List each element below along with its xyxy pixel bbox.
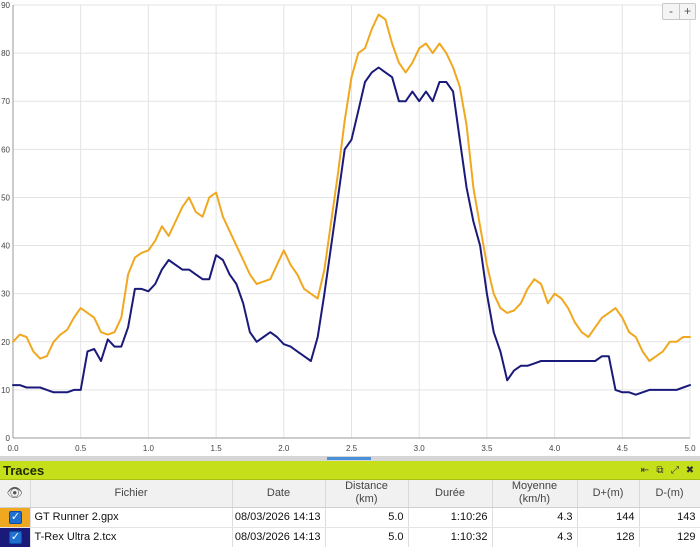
y-tick-label: 80 (1, 49, 10, 58)
x-tick-label: 5.0 (684, 444, 696, 453)
x-tick-label: 4.5 (617, 444, 629, 453)
x-tick-label: 0.5 (75, 444, 87, 453)
zoom-controls: - + (662, 3, 696, 20)
series-line-1 (12, 13, 691, 362)
trace-elevation-gain: 144 (577, 507, 640, 528)
panel-title: Traces (3, 462, 45, 478)
traces-panel: Traces ⇤ ⧉ ⤢ ✖ 👁 Fichier Date Distance (k… (0, 461, 700, 547)
trace-distance: 5.0 (325, 507, 409, 528)
trace-elevation-loss: 143 (639, 507, 700, 528)
x-tick-label: 1.5 (211, 444, 223, 453)
x-tick-label: 3.0 (414, 444, 426, 453)
trace-elevation-gain: 128 (577, 527, 640, 547)
x-tick-label: 0.0 (7, 444, 19, 453)
column-header-dminus[interactable]: D-(m) (639, 480, 700, 508)
trace-visibility-checkbox[interactable]: ✓ (9, 530, 22, 544)
chart-area[interactable]: 0 10 20 30 40 50 60 70 80 90 0.0 0.5 1.0 1.5 2.0 2.5 3.0… (0, 0, 700, 456)
trace-duration: 1:10:26 (408, 507, 493, 528)
zoom-in-button[interactable]: + (679, 4, 695, 19)
trace-average-speed: 4.3 (492, 527, 578, 547)
traces-table: 👁 Fichier Date Distance (km) Durée Moyenn… (0, 480, 700, 547)
panel-splitter[interactable] (0, 456, 700, 461)
x-tick-label: 2.0 (278, 444, 290, 453)
y-tick-label: 0 (6, 434, 11, 443)
trace-elevation-loss: 129 (639, 527, 700, 547)
table-row[interactable]: ✓ GT Runner 2.gpx 08/03/2026 14:13 5.0 1… (0, 507, 700, 528)
trace-date: 08/03/2026 14:13 (232, 507, 326, 528)
zoom-out-button[interactable]: - (669, 4, 673, 18)
y-tick-label: 50 (1, 193, 10, 202)
trace-duration: 1:10:32 (408, 527, 493, 547)
column-header-date[interactable]: Date (232, 480, 326, 508)
x-tick-label: 1.0 (143, 444, 155, 453)
moyenne-header-unit: (km/h) (518, 493, 551, 506)
y-tick-label: 20 (1, 338, 10, 347)
eye-icon: 👁 (6, 484, 23, 500)
trace-visibility-cell[interactable]: ✓ (0, 507, 31, 528)
trace-distance: 5.0 (325, 527, 409, 547)
trace-visibility-checkbox[interactable]: ✓ (9, 510, 22, 524)
moyenne-header-label: Moyenne (511, 480, 558, 493)
line-chart[interactable]: 0 10 20 30 40 50 60 70 80 90 0.0 0.5 1.0 1.5 2.0 2.5 3.0… (0, 0, 700, 456)
splitter-handle[interactable] (327, 457, 371, 460)
column-header-distance[interactable]: Distance (km) (325, 480, 409, 508)
expand-icon[interactable]: ⤢ (671, 464, 679, 476)
y-tick-label: 10 (1, 386, 10, 395)
trace-average-speed: 4.3 (492, 507, 578, 528)
x-tick-label: 4.0 (549, 444, 561, 453)
trace-filename: T-Rex Ultra 2.tcx (30, 527, 233, 547)
column-header-fichier[interactable]: Fichier (30, 480, 233, 508)
x-tick-label: 2.5 (346, 444, 358, 453)
panel-header-icons: ⇤ ⧉ ⤢ ✖ (640, 465, 700, 476)
traces-panel-header: Traces ⇤ ⧉ ⤢ ✖ (0, 461, 700, 480)
distance-header-label: Distance (345, 480, 388, 493)
restore-window-icon[interactable]: ⧉ (656, 464, 664, 476)
trace-filename: GT Runner 2.gpx (30, 507, 233, 528)
y-tick-label: 60 (1, 145, 10, 154)
column-header-moyenne[interactable]: Moyenne (km/h) (492, 480, 578, 508)
series-line-2 (12, 66, 691, 396)
y-tick-label: 30 (1, 290, 10, 299)
distance-header-unit: (km) (355, 493, 378, 506)
column-header-duree[interactable]: Durée (408, 480, 493, 508)
y-tick-label: 70 (1, 97, 10, 106)
table-header-row: 👁 Fichier Date Distance (km) Durée Moyenn… (0, 480, 700, 508)
visibility-column-header[interactable]: 👁 (0, 480, 31, 508)
trace-visibility-cell[interactable]: ✓ (0, 527, 31, 547)
x-tick-label: 3.5 (481, 444, 493, 453)
table-row[interactable]: ✓ T-Rex Ultra 2.tcx 08/03/2026 14:13 5.0… (0, 527, 700, 547)
y-tick-label: 40 (1, 242, 10, 251)
close-icon[interactable]: ✖ (685, 464, 695, 476)
column-header-dplus[interactable]: D+(m) (577, 480, 640, 508)
trace-date: 08/03/2026 14:13 (232, 527, 326, 547)
y-tick-label: 90 (1, 1, 10, 10)
previous-icon[interactable]: ⇤ (640, 464, 650, 476)
